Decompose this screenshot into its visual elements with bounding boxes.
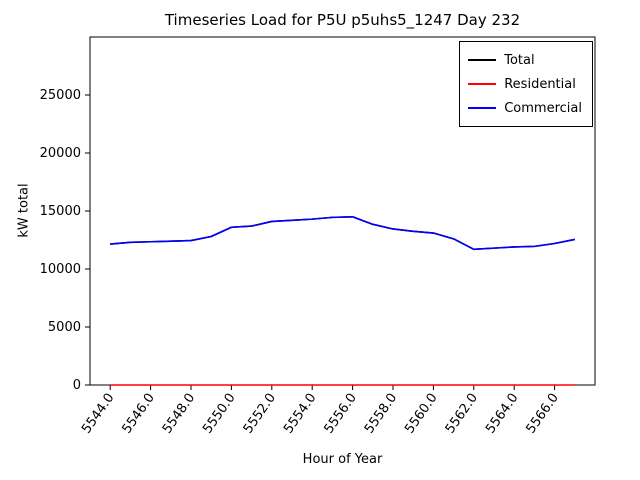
legend-line-swatch (468, 83, 497, 85)
y-tick-label: 20000 (40, 146, 81, 161)
x-tick-label: 5566.0 (523, 391, 561, 437)
y-tick-label: 25000 (40, 88, 81, 103)
legend-entry-commercial: Commercial (468, 96, 582, 120)
x-tick-label: 5560.0 (402, 391, 440, 437)
chart-title: Timeseries Load for P5U p5uhs5_1247 Day … (164, 11, 521, 29)
y-tick-label: 5000 (48, 320, 81, 335)
y-axis-label: kW total (16, 183, 32, 238)
legend-entry-total: Total (468, 48, 582, 72)
x-tick-label: 5562.0 (443, 391, 481, 437)
legend: Total Residential Commercial (459, 41, 593, 127)
x-tick-label: 5554.0 (281, 391, 319, 437)
x-tick-label: 5552.0 (241, 391, 279, 437)
x-tick-label: 5564.0 (483, 391, 521, 437)
x-tick-label: 5558.0 (362, 391, 400, 437)
legend-label: Commercial (504, 100, 582, 116)
x-tick-label: 5550.0 (200, 391, 238, 437)
x-tick-label: 5546.0 (119, 391, 157, 437)
y-tick-label: 0 (73, 378, 81, 393)
legend-line-swatch (468, 107, 497, 109)
legend-entry-residential: Residential (468, 72, 582, 96)
x-tick-label: 5548.0 (160, 391, 198, 437)
series-line-commercial (110, 216, 575, 251)
legend-label: Residential (504, 76, 576, 92)
y-tick-label: 10000 (40, 262, 81, 277)
legend-label: Total (504, 52, 535, 68)
x-tick-label: 5556.0 (321, 391, 359, 437)
legend-line-swatch (468, 59, 497, 61)
y-tick-label: 15000 (40, 204, 81, 219)
x-axis-label: Hour of Year (302, 452, 383, 467)
x-tick-label: 5544.0 (79, 391, 117, 437)
series-line-total (110, 216, 575, 251)
